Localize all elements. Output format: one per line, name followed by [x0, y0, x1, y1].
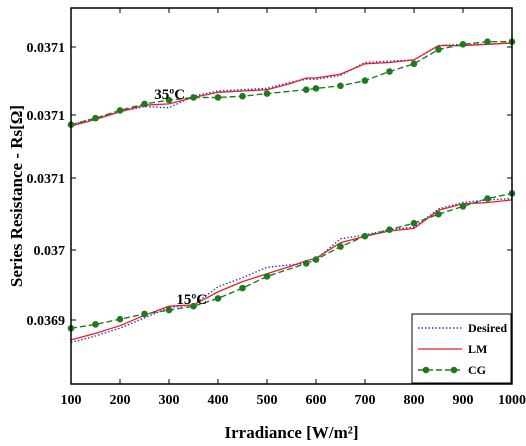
y-tick-label: 0.037	[34, 244, 66, 259]
cg-marker-35c	[239, 92, 246, 100]
cg-marker-35c	[435, 46, 442, 53]
x-tick-label: 400	[208, 393, 229, 408]
x-axis-title: Irradiance [W/m²]	[225, 423, 359, 442]
cg-marker-15c	[484, 195, 491, 202]
cg-marker-15c	[92, 321, 99, 328]
x-tick-label: 100	[61, 393, 82, 408]
y-tick-label: 0.0371	[27, 109, 66, 124]
y-tick-label: 0.0371	[27, 41, 66, 56]
x-tick-label: 800	[404, 393, 425, 408]
legend-label-desired: Desired	[468, 321, 507, 335]
cg-marker-35c	[312, 85, 320, 92]
x-tick-label: 600	[306, 393, 327, 408]
cg-marker-35c	[116, 107, 124, 114]
cg-marker-15c	[141, 310, 148, 318]
cg-marker-15c	[410, 219, 418, 227]
y-axis-title: Series Resistance - Rs[Ω]	[7, 105, 26, 287]
cg-marker-15c	[165, 306, 173, 314]
cg-marker-15c	[302, 260, 310, 267]
cg-marker-35c	[302, 86, 310, 93]
annotation-35c: 35ºC	[154, 87, 185, 103]
annotation-15c: 15ºC	[176, 292, 207, 308]
y-tick-label: 0.0371	[27, 172, 66, 187]
x-tick-label: 300	[159, 393, 180, 408]
cg-marker-15c	[263, 273, 271, 280]
cg-marker-35c	[337, 82, 344, 90]
series-line-lm-15c	[70, 199, 513, 341]
series-line-cg-15c	[70, 192, 513, 329]
series-line-lm-35c	[70, 42, 513, 127]
legend-label-lm: LM	[468, 342, 487, 356]
cg-marker-35c	[165, 96, 173, 104]
cg-marker-35c	[484, 38, 491, 46]
cg-marker-15c	[386, 226, 393, 234]
cg-marker-35c	[386, 68, 393, 75]
cg-marker-15c	[190, 302, 197, 310]
cg-marker-35c	[361, 77, 369, 84]
cg-marker-35c	[410, 60, 418, 68]
x-tick-label: 200	[110, 393, 131, 408]
cg-marker-15c	[239, 284, 246, 292]
cg-marker-15c	[459, 203, 467, 210]
x-tick-label: 900	[453, 393, 474, 408]
y-tick-label: 0.0369	[27, 314, 66, 329]
legend: Desired LM CG	[411, 313, 512, 384]
y-axis-ticks: 0.0369 0.037 0.0371 0.0371 0.0371	[27, 41, 512, 329]
x-tick-label: 500	[257, 393, 278, 408]
cg-marker-15c	[361, 232, 369, 240]
cg-marker-15c	[116, 315, 124, 323]
cg-marker-35c	[459, 41, 467, 48]
cg-marker-35c	[214, 94, 222, 101]
cg-marker-15c	[337, 243, 344, 250]
cg-marker-35c	[92, 114, 99, 122]
plot-content	[67, 38, 516, 344]
legend-label-cg: CG	[468, 363, 486, 377]
cg-marker-15c	[435, 210, 442, 218]
x-axis-ticks: 100 200 300 400 500 600 700 800 900 1000	[61, 8, 526, 408]
legend-marker	[450, 366, 458, 374]
cg-marker-15c	[312, 256, 320, 263]
cg-marker-35c	[190, 94, 197, 101]
cg-marker-35c	[141, 100, 148, 108]
cg-marker-35c	[263, 90, 271, 97]
legend-marker	[422, 366, 430, 374]
x-tick-label: 700	[355, 393, 376, 408]
x-tick-label: 1000	[498, 393, 526, 408]
plot-frame	[70, 7, 513, 385]
cg-marker-15c	[214, 295, 222, 302]
